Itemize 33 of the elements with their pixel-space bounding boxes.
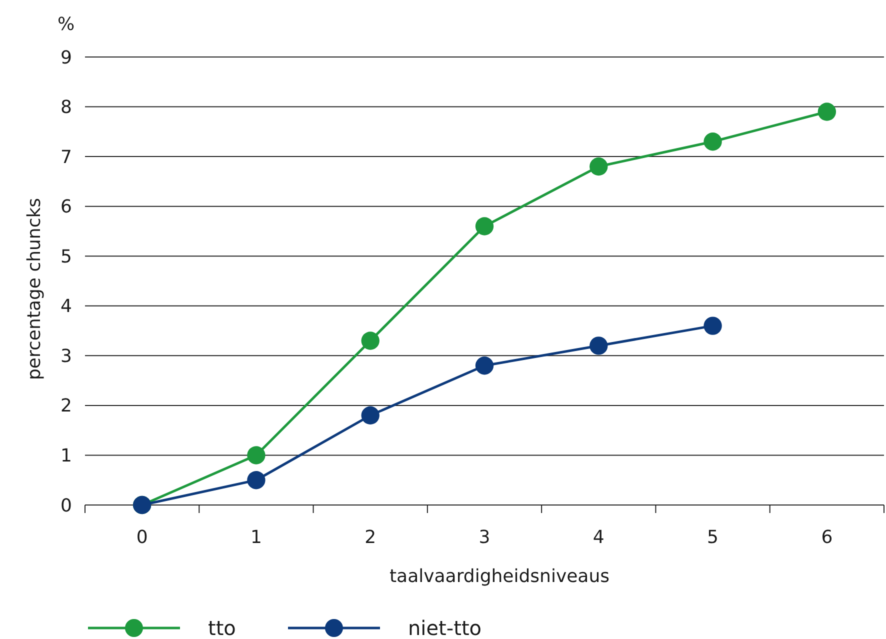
y-tick-label: 6 bbox=[60, 196, 72, 218]
y-tick-label: 3 bbox=[60, 346, 72, 367]
point bbox=[590, 157, 608, 176]
y-tick-label: 8 bbox=[60, 97, 72, 118]
point bbox=[247, 471, 266, 490]
point bbox=[475, 217, 494, 236]
x-tick-label: 0 bbox=[136, 527, 148, 548]
y-tick-label: 9 bbox=[60, 47, 72, 68]
x-tick-label: 1 bbox=[250, 527, 262, 548]
point bbox=[475, 356, 494, 375]
y-tick-label: 1 bbox=[60, 446, 72, 467]
y-tick-label: 4 bbox=[60, 296, 72, 318]
y-tick-label: 0 bbox=[60, 495, 72, 516]
y-axis-title: percentage chuncks bbox=[24, 198, 45, 380]
x-tick-label: 5 bbox=[707, 527, 719, 548]
point bbox=[704, 316, 722, 335]
legend-label: niet-tto bbox=[408, 616, 482, 639]
point bbox=[247, 446, 266, 464]
x-tick-label: 2 bbox=[364, 527, 376, 548]
point bbox=[361, 332, 380, 350]
y-tick-label: 7 bbox=[60, 146, 72, 168]
x-tick-label: 4 bbox=[592, 527, 604, 548]
text: % bbox=[57, 14, 75, 35]
x-axis-title: taalvaardigheidsniveaus bbox=[389, 566, 610, 587]
y-tick-label: 5 bbox=[60, 246, 72, 268]
point bbox=[704, 132, 722, 151]
x-tick-label: 3 bbox=[478, 527, 490, 548]
y-tick-label: 2 bbox=[60, 396, 72, 417]
x-tick-label: 6 bbox=[821, 527, 833, 548]
legend-label: tto bbox=[208, 616, 236, 639]
point bbox=[818, 102, 836, 121]
point bbox=[361, 406, 380, 424]
point bbox=[590, 336, 608, 355]
